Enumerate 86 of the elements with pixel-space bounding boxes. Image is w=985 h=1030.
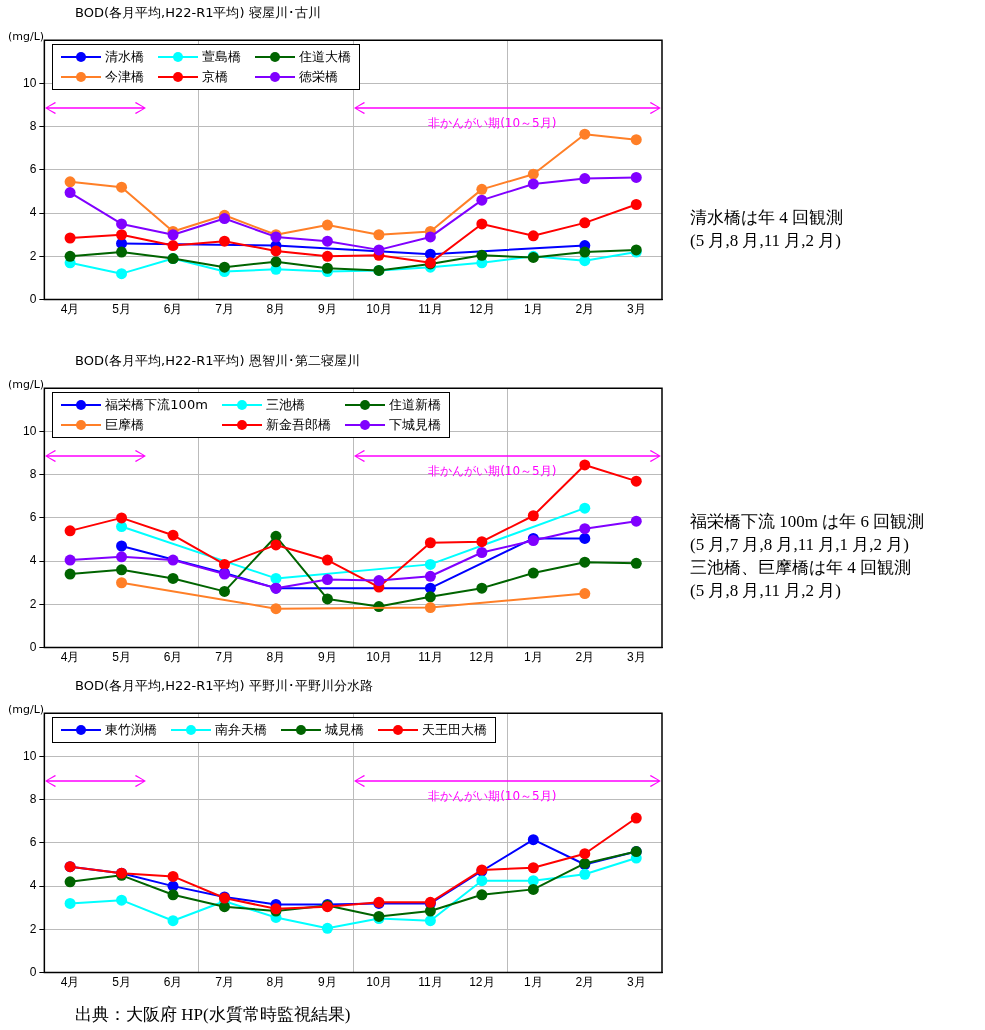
text: (5 月,8 月,11 月,2 月) — [690, 580, 842, 602]
legend-label: 住道新橋 — [388, 396, 441, 415]
x-tick-label: 5月 — [112, 302, 131, 317]
x-tick-label: 11月 — [418, 650, 443, 665]
legend-label: 南弁天橋 — [215, 721, 268, 740]
legend-label: 福栄橋下流100m — [105, 396, 208, 415]
y-tick-label: 4 — [29, 205, 37, 220]
y-tick-label: 8 — [29, 118, 37, 133]
y-axis-title: (mg/L) — [8, 30, 45, 43]
y-tick-label: 6 — [29, 510, 37, 525]
x-tick-label: 9月 — [318, 650, 337, 665]
y-axis-title: (mg/L) — [8, 378, 45, 391]
x-tick-label: 1月 — [523, 650, 543, 665]
x-tick-label: 1月 — [523, 302, 543, 317]
x-tick-label: 8月 — [266, 975, 286, 990]
y-tick-label: 2 — [29, 248, 37, 263]
y-tick-label: 2 — [29, 921, 37, 936]
x-tick-label: 6月 — [163, 650, 183, 665]
x-tick-label: 11月 — [418, 302, 443, 317]
legend-label: 徳栄橋 — [299, 68, 339, 87]
chart-title: BOD(各月平均,H22-R1平均) 寝屋川･古川 — [75, 4, 321, 22]
legend-label: 城見橋 — [325, 721, 365, 740]
y-tick-label: 10 — [22, 748, 37, 763]
source-note: 出典：大阪府 HP(水質常時監視結果) — [75, 1004, 351, 1026]
x-tick-label: 2月 — [575, 975, 595, 990]
x-tick-label: 4月 — [60, 975, 80, 990]
legend-label: 新金吾郎橋 — [265, 416, 331, 435]
legend-label: 巨摩橋 — [105, 416, 145, 435]
x-tick-label: 10月 — [366, 302, 392, 317]
x-tick-label: 7月 — [215, 302, 234, 317]
y-tick-label: 0 — [29, 639, 37, 654]
chart-title: BOD(各月平均,H22-R1平均) 恩智川･第二寝屋川 — [75, 352, 360, 370]
annotation: 非かんがい期(10～5月) — [428, 114, 557, 132]
x-tick-label: 4月 — [60, 650, 80, 665]
text: (5 月,8 月,11 月,2 月) — [690, 230, 842, 252]
legend-label: 今津橋 — [105, 68, 145, 87]
annotation: 非かんがい期(10～5月) — [428, 787, 557, 805]
x-tick-label: 7月 — [215, 650, 234, 665]
legend-label: 三池橋 — [265, 396, 305, 415]
y-tick-label: 6 — [29, 835, 37, 850]
x-tick-label: 1月 — [523, 975, 543, 990]
text: 清水橋は年 4 回観測 — [690, 207, 843, 229]
x-tick-label: 5月 — [112, 650, 131, 665]
y-tick-label: 8 — [29, 466, 37, 481]
y-tick-label: 10 — [22, 75, 37, 90]
x-tick-label: 3月 — [626, 302, 646, 317]
text: (5 月,7 月,8 月,11 月,1 月,2 月) — [690, 534, 910, 556]
y-tick-label: 6 — [29, 162, 37, 177]
legend-label: 清水橋 — [105, 48, 145, 67]
x-tick-label: 2月 — [575, 650, 595, 665]
y-axis-title: (mg/L) — [8, 703, 45, 716]
legend-label: 下城見橋 — [388, 416, 441, 435]
x-tick-label: 3月 — [626, 975, 646, 990]
chart-title: BOD(各月平均,H22-R1平均) 平野川･平野川分水路 — [75, 677, 373, 695]
y-tick-label: 8 — [29, 791, 37, 806]
legend-label: 京橋 — [202, 68, 229, 87]
legend-label: 天王田大橋 — [422, 721, 488, 740]
y-tick-label: 10 — [22, 423, 37, 438]
y-tick-label: 4 — [29, 878, 37, 893]
text: 福栄橋下流 100m は年 6 回観測 — [690, 511, 925, 533]
text: 三池橋、巨摩橋は年 4 回観測 — [690, 557, 912, 579]
x-tick-label: 3月 — [626, 650, 646, 665]
legend-label: 東竹渕橋 — [105, 721, 158, 740]
x-tick-label: 4月 — [60, 302, 80, 317]
x-tick-label: 11月 — [418, 975, 443, 990]
y-tick-label: 0 — [29, 964, 37, 979]
y-tick-label: 2 — [29, 596, 37, 611]
x-tick-label: 2月 — [575, 302, 595, 317]
x-tick-label: 8月 — [266, 302, 286, 317]
legend-label: 萱島橋 — [202, 48, 242, 67]
x-tick-label: 12月 — [469, 302, 495, 317]
y-tick-label: 4 — [29, 553, 37, 568]
x-tick-label: 12月 — [469, 975, 495, 990]
x-tick-label: 6月 — [163, 302, 183, 317]
x-tick-label: 5月 — [112, 975, 131, 990]
legend-label: 住道大橋 — [299, 48, 352, 67]
y-tick-label: 0 — [29, 291, 37, 306]
x-tick-label: 12月 — [469, 650, 495, 665]
x-tick-label: 9月 — [318, 975, 337, 990]
x-tick-label: 10月 — [366, 975, 392, 990]
x-tick-label: 6月 — [163, 975, 183, 990]
x-tick-label: 10月 — [366, 650, 392, 665]
x-tick-label: 9月 — [318, 302, 337, 317]
annotation: 非かんがい期(10～5月) — [428, 462, 557, 480]
x-tick-label: 7月 — [215, 975, 234, 990]
x-tick-label: 8月 — [266, 650, 286, 665]
